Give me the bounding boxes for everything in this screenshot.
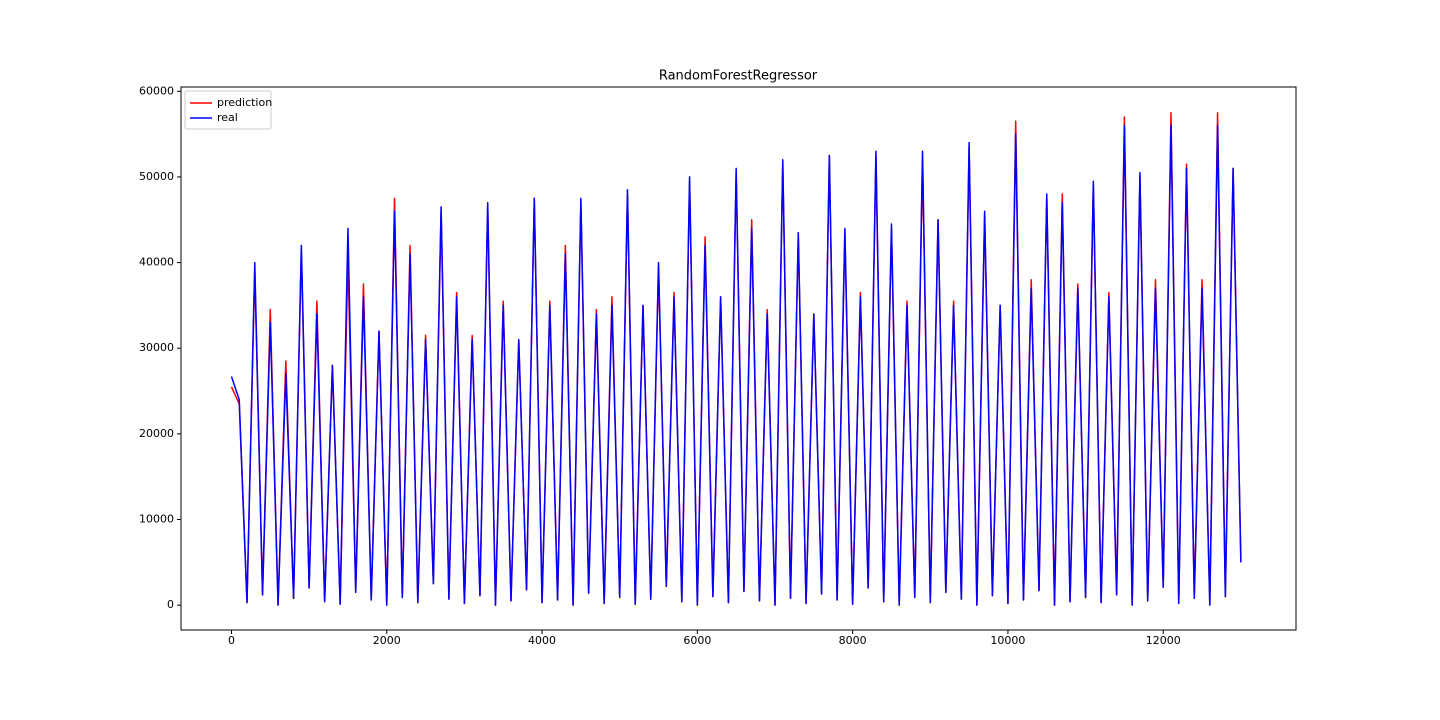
y-tick-label: 60000 [139, 84, 174, 97]
x-tick-label: 12000 [1146, 634, 1181, 647]
legend-frame [184, 90, 272, 130]
legend: prediction real [184, 90, 272, 130]
y-tick-label: 10000 [139, 513, 174, 526]
x-tick-label: 6000 [683, 634, 711, 647]
x-tick-label: 10000 [990, 634, 1025, 647]
y-tick-label: 50000 [139, 170, 174, 183]
y-tick-label: 20000 [139, 427, 174, 440]
legend-label: real [217, 111, 238, 124]
axes-frame [180, 86, 1297, 631]
x-tick-label: 4000 [528, 634, 556, 647]
y-tick-label: 30000 [139, 341, 174, 354]
legend-label: prediction [217, 96, 272, 109]
x-tick-label: 2000 [373, 634, 401, 647]
x-tick-label: 0 [228, 634, 235, 647]
y-tick-label: 40000 [139, 256, 174, 269]
data-line [230, 124, 1242, 606]
y-tick-label: 0 [167, 598, 174, 611]
chart-title: RandomForestRegressor [659, 69, 818, 84]
x-tick-label: 8000 [839, 634, 867, 647]
